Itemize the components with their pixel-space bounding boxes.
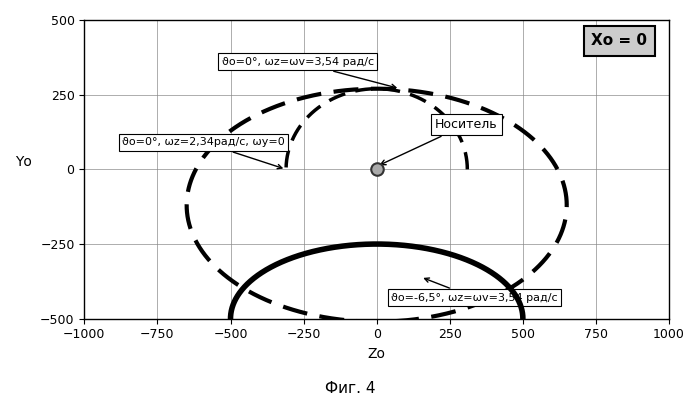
- Text: Носитель: Носитель: [381, 118, 498, 165]
- Text: ϑо=-6,5°, ωz=ωv=3,54 рад/с: ϑо=-6,5°, ωz=ωv=3,54 рад/с: [391, 278, 558, 303]
- Text: Xо = 0: Xо = 0: [592, 34, 648, 48]
- Text: Фиг. 4: Фиг. 4: [325, 381, 375, 396]
- Text: ϑо=0°, ωz=ωv=3,54 рад/с: ϑо=0°, ωz=ωv=3,54 рад/с: [222, 57, 396, 89]
- Text: ϑо=0°, ωz=2,34рад/с, ωy=0: ϑо=0°, ωz=2,34рад/с, ωy=0: [122, 138, 285, 169]
- Y-axis label: Yо: Yо: [15, 155, 32, 169]
- X-axis label: Zо: Zо: [368, 347, 386, 361]
